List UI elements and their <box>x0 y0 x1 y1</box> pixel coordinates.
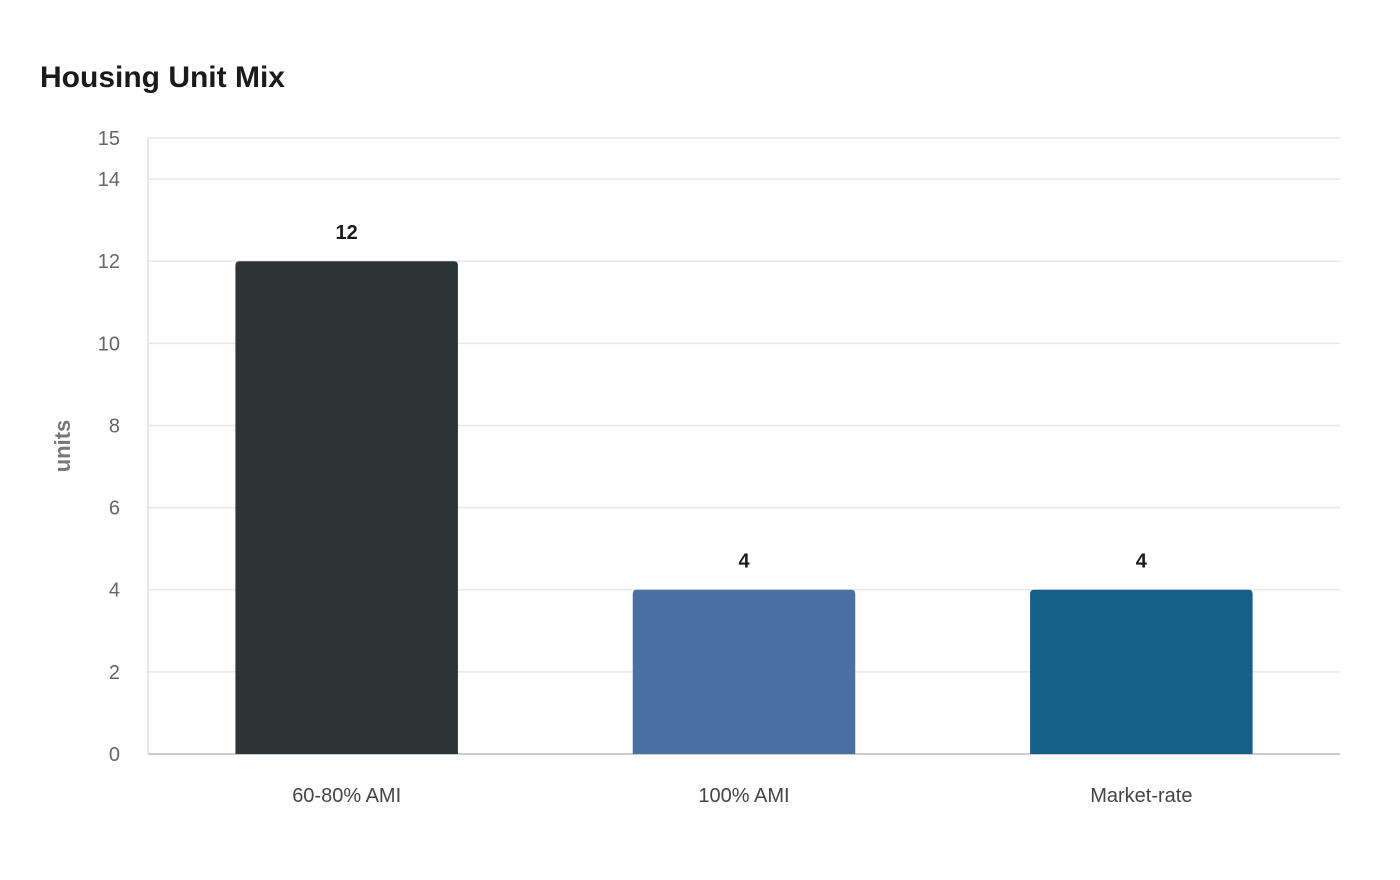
bar-100-ami <box>632 589 856 754</box>
bars <box>235 261 1253 754</box>
y-tick-label: 0 <box>109 744 120 766</box>
chart-title: Housing Unit Mix <box>40 61 285 94</box>
y-axis-title: units <box>50 420 75 473</box>
y-tick-label: 2 <box>109 662 120 684</box>
y-tick-label: 15 <box>98 128 120 150</box>
y-tick-label: 10 <box>98 333 120 355</box>
x-tick-label: 60-80% AMI <box>292 785 401 807</box>
data-label: 4 <box>1136 551 1148 573</box>
bar-market-rate <box>1030 589 1253 754</box>
labels: 0 2 4 6 8 10 12 14 15 12 60-80% AMI 4 100% AMI 4 Marke… <box>98 128 1193 807</box>
x-tick-label: 100% AMI <box>698 785 789 807</box>
x-tick-label: Market-rate <box>1090 785 1192 807</box>
bar-60-80-ami <box>235 261 458 754</box>
y-tick-label: 6 <box>109 498 120 520</box>
data-label: 12 <box>336 222 358 244</box>
y-tick-label: 12 <box>98 251 120 273</box>
y-tick-label: 14 <box>98 169 120 191</box>
y-tick-label: 8 <box>109 415 120 437</box>
y-tick-label: 4 <box>109 580 120 602</box>
data-label: 4 <box>738 551 750 573</box>
